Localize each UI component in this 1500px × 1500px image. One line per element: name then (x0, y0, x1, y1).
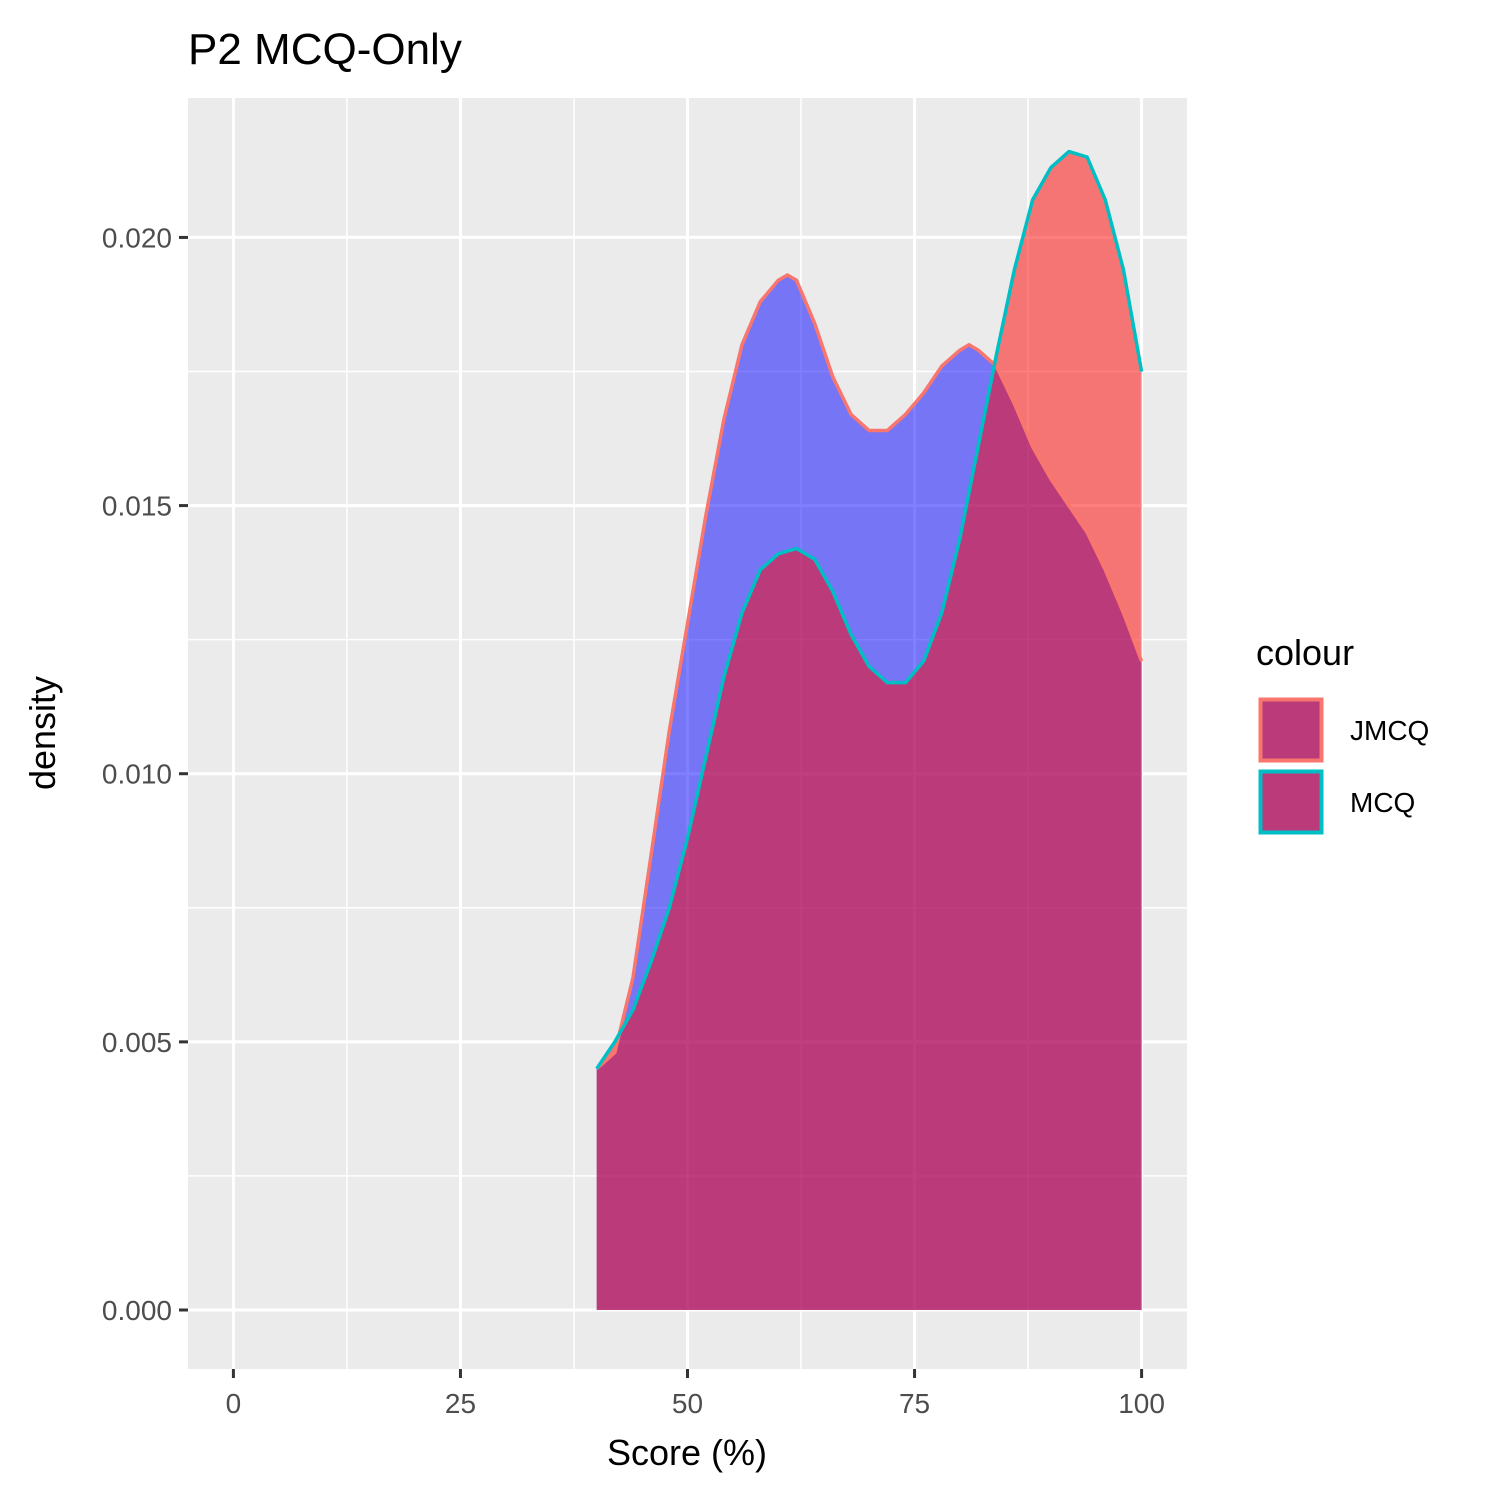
y-axis-title: density (22, 676, 63, 790)
density-line-mcq (595, 149, 1144, 1070)
legend-label: JMCQ (1350, 715, 1429, 746)
series-layer (595, 149, 1144, 1311)
legend-label: MCQ (1350, 787, 1415, 818)
legend: colour JMCQ MCQ (1256, 632, 1429, 835)
legend-key-fill (1261, 700, 1321, 760)
x-tick-label: 50 (672, 1388, 703, 1419)
y-tick-label: 0.015 (102, 491, 172, 522)
y-tick-label: 0.000 (102, 1295, 172, 1326)
x-tick-label: 25 (445, 1388, 476, 1419)
x-tick-label: 75 (899, 1388, 930, 1419)
legend-key-fill (1261, 772, 1321, 832)
legend-key-outline (1258, 697, 1324, 763)
x-tick-label: 0 (226, 1388, 242, 1419)
x-tick-label: 100 (1118, 1388, 1165, 1419)
legend-key-outline (1258, 769, 1324, 835)
legend-title: colour (1256, 632, 1354, 673)
y-tick-label: 0.020 (102, 222, 172, 253)
y-tick-label: 0.005 (102, 1027, 172, 1058)
y-tick-label: 0.010 (102, 759, 172, 790)
chart-title: P2 MCQ-Only (188, 25, 462, 74)
legend-key-mcq: MCQ (1258, 769, 1415, 835)
axes: 0 25 50 75 100 0.000 0.005 0.010 0.015 0.020 (102, 222, 1165, 1419)
legend-key-jmcq: JMCQ (1258, 697, 1429, 763)
density-area-mcq (596, 151, 1142, 1311)
x-axis-title: Score (%) (607, 1432, 767, 1473)
density-line-jmcq (595, 273, 1144, 1071)
